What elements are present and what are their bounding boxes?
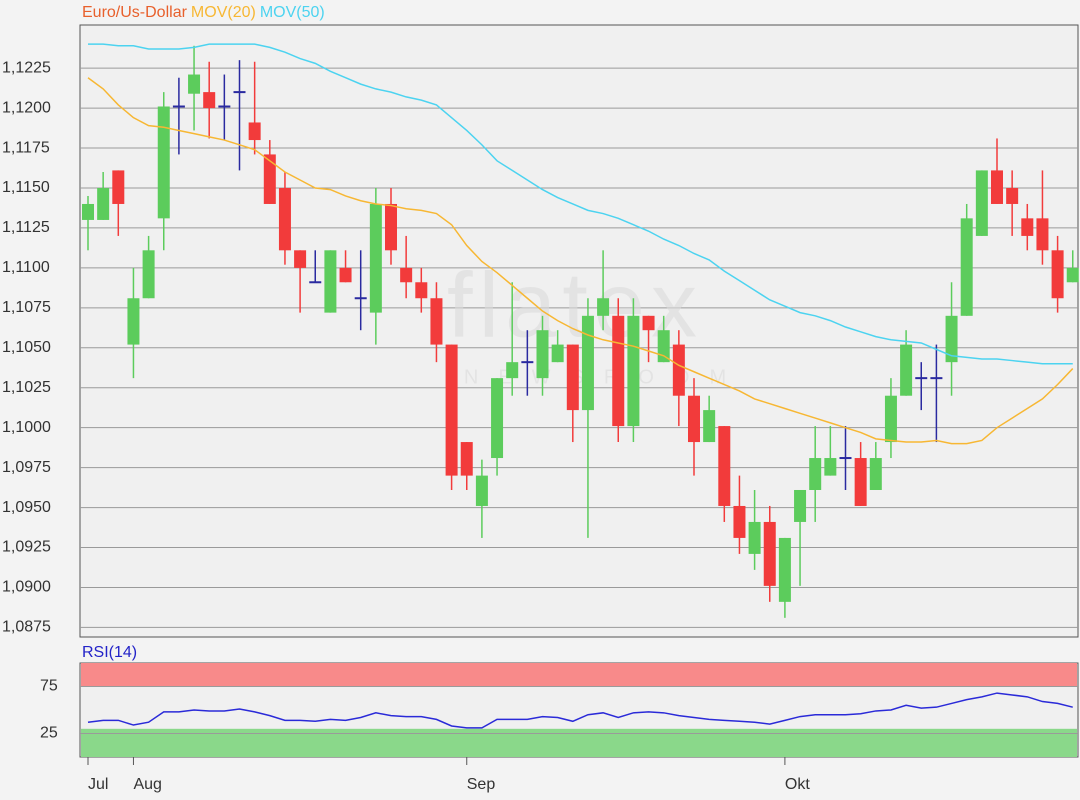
candle-body (415, 282, 428, 299)
y-tick-label: 1,1150 (2, 179, 50, 196)
candle-body (460, 442, 473, 476)
y-tick-label: 1,1000 (2, 419, 51, 436)
candle-body (551, 344, 564, 363)
watermark: NEWSROOM (464, 366, 746, 388)
legend-entry: MOV(20) (191, 4, 256, 21)
candle-body (203, 92, 216, 109)
candle-body (763, 521, 776, 586)
candle-body (960, 218, 973, 316)
candle-body (491, 378, 504, 459)
candle-body (1021, 218, 1034, 236)
candle-body (324, 250, 337, 313)
watermark: flatex (447, 254, 703, 356)
legend-entry: MOV(50) (260, 4, 325, 21)
candle-body (884, 395, 897, 443)
candle-body (278, 187, 291, 251)
candle-body (657, 330, 670, 363)
y-tick-label: 1,0975 (2, 459, 51, 476)
candle-body (975, 170, 988, 236)
candle-body (445, 344, 458, 476)
candle-body (688, 395, 700, 443)
chart-title: Euro/Us-Dollar (82, 4, 188, 21)
y-tick-label: 1,1025 (2, 379, 51, 396)
y-tick-label: 1,1200 (2, 99, 51, 116)
candle-body (400, 267, 413, 283)
candle-body (294, 250, 307, 268)
moving-average-line (87, 77, 1074, 445)
candle-body (991, 170, 1003, 204)
candle-body (475, 475, 488, 506)
candle-body (627, 315, 640, 427)
candle-body (157, 106, 170, 219)
candle-body (536, 330, 549, 379)
candle-body (900, 344, 913, 396)
candle-body (1051, 250, 1064, 299)
y-tick-label: 1,1125 (2, 219, 50, 236)
candle-body (597, 298, 610, 316)
candle-body (748, 521, 761, 554)
candle-body (672, 344, 685, 396)
candle-body (142, 250, 155, 299)
y-tick-label: 1,0925 (2, 539, 51, 556)
candle-body (1036, 218, 1049, 251)
y-tick-label: 1,1100 (2, 259, 50, 276)
y-tick-label: 1,0875 (2, 619, 51, 636)
candle-body (718, 426, 731, 506)
y-tick-label: 25 (40, 725, 58, 742)
candle-body (127, 298, 140, 345)
candle-body (778, 537, 791, 602)
candle-body (581, 315, 594, 411)
candle-body (112, 170, 125, 204)
candle-body (385, 203, 397, 251)
candle-body (82, 203, 94, 220)
x-tick-label: Jul (88, 776, 108, 793)
candle-body (1066, 267, 1079, 283)
candle-body (1006, 187, 1019, 204)
y-tick-label: 1,1175 (2, 139, 50, 156)
candle-body (733, 505, 746, 538)
candle-body (430, 298, 443, 345)
candle-body (854, 458, 867, 506)
x-tick-label: Aug (133, 776, 161, 793)
candle-body (824, 458, 837, 476)
candle-body (809, 458, 822, 490)
candle-body (945, 315, 958, 363)
candle-body (97, 187, 110, 220)
candle-body (263, 154, 276, 204)
moving-average-line (88, 43, 1073, 365)
candle-body (369, 203, 382, 313)
y-tick-label: 1,1225 (2, 59, 51, 76)
candle-body (339, 267, 352, 283)
rsi-title: RSI(14) (82, 644, 137, 661)
candle-body (869, 458, 882, 490)
candle-body (188, 74, 201, 94)
candle-body (642, 315, 655, 331)
candle-body (794, 489, 807, 522)
y-tick-label: 1,1075 (2, 299, 51, 316)
candle-body (248, 122, 261, 141)
y-tick-label: 75 (40, 678, 58, 695)
y-tick-label: 1,0900 (2, 579, 51, 596)
candle-body (703, 410, 716, 443)
y-tick-label: 1,0950 (2, 499, 51, 516)
candle-body (566, 344, 579, 411)
x-tick-label: Sep (467, 776, 496, 793)
candle-body (506, 362, 519, 379)
rsi-line (87, 692, 1073, 729)
x-tick-label: Okt (785, 776, 810, 793)
candle-body (612, 315, 625, 427)
y-tick-label: 1,1050 (2, 339, 51, 356)
rsi-band (81, 663, 1077, 687)
